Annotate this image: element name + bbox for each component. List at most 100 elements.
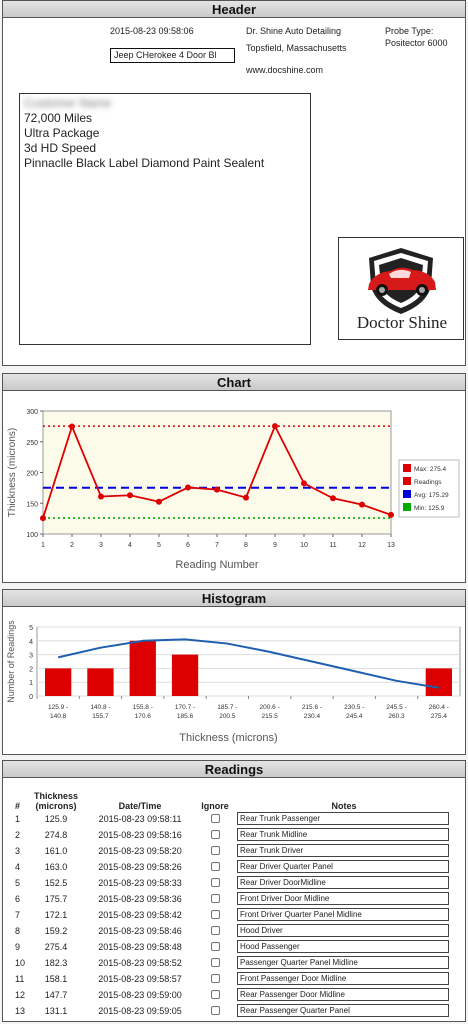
ignore-checkbox[interactable] — [210, 973, 220, 983]
reading-datetime: 2015-08-23 09:58:57 — [98, 974, 182, 984]
reading-number: 1 — [15, 814, 21, 824]
hist-x-tick-label: 215.6 - — [302, 704, 322, 711]
sealant: Pinnaclle Black Label Diamond Paint Seal… — [24, 156, 265, 170]
reading-thickness: 159.2 — [44, 926, 68, 936]
thickness-histogram: 0 1 2 3 4 5 125.9 - 140.8 140.8 - 155.7 155.8 - 170… — [6, 620, 461, 744]
histogram-bar — [171, 654, 199, 696]
package: Ultra Package — [24, 126, 100, 140]
reading-number: 7 — [15, 910, 21, 920]
reading-number: 4 — [15, 862, 21, 872]
note-input[interactable]: Hood Passenger — [237, 939, 450, 953]
legend-swatch — [403, 490, 411, 498]
hist-x-tick-label: 125.9 - — [48, 704, 68, 711]
reading-point — [214, 486, 220, 493]
hist-x-tick-label: 200.6 - — [260, 704, 280, 711]
y-axis-label: Thickness (microns) — [7, 428, 18, 517]
note-input[interactable]: Front Passenger Door Midline — [237, 971, 450, 985]
reading-datetime: 2015-08-23 09:58:52 — [98, 958, 182, 968]
reading-number: 2 — [15, 830, 21, 840]
reading-thickness: 152.5 — [44, 878, 68, 888]
reading-number: 5 — [15, 878, 21, 888]
reading-number: 11 — [15, 974, 25, 984]
note-input[interactable]: Rear Driver DoorMidline — [237, 875, 450, 889]
note-input[interactable]: Front Driver Quarter Panel Midline — [237, 907, 450, 921]
ignore-checkbox[interactable] — [210, 877, 220, 887]
reading-thickness: 182.3 — [44, 958, 68, 968]
ignore-checkbox[interactable] — [210, 909, 220, 919]
reading-thickness: 175.7 — [44, 894, 68, 904]
vehicle-input[interactable]: Jeep CHerokee 4 Door Bl — [110, 48, 235, 63]
chart-title: Chart — [3, 374, 465, 391]
table-row: 13 131.1 2015-08-23 09:59:05 Rear Passenger… — [13, 1003, 453, 1019]
legend-entry: Min: 125.9 — [414, 505, 445, 512]
ignore-checkbox[interactable] — [210, 893, 220, 903]
x-tick-label: 5 — [157, 542, 161, 549]
ignore-checkbox[interactable] — [210, 989, 220, 999]
ignore-checkbox[interactable] — [210, 1005, 220, 1015]
note-input[interactable]: Rear Passenger Quarter Panel — [237, 1003, 450, 1017]
note-input[interactable]: Rear Passenger Door Midline — [237, 987, 450, 1001]
mileage: 72,000 Miles — [24, 111, 93, 125]
note-input[interactable]: Rear Trunk Driver — [237, 843, 450, 857]
table-row: 3 161.0 2015-08-23 09:58:20 Rear Trunk Driv… — [13, 843, 453, 859]
x-tick-label: 6 — [186, 542, 190, 549]
reading-point — [243, 494, 249, 501]
ignore-checkbox[interactable] — [210, 813, 220, 823]
x-tick-label: 3 — [99, 542, 103, 549]
reading-datetime: 2015-08-23 09:58:11 — [98, 814, 182, 824]
note-input[interactable]: Rear Driver Quarter Panel — [237, 859, 450, 873]
note-input[interactable]: Rear Trunk Midline — [237, 827, 450, 841]
table-row: 4 163.0 2015-08-23 09:58:26 Rear Driver Qua… — [13, 859, 453, 875]
reading-point — [388, 511, 394, 518]
hist-x-tick-label: 170.7 - — [175, 704, 195, 711]
reading-datetime: 2015-08-23 09:58:48 — [98, 942, 182, 952]
col-ignore: Ignore — [201, 801, 229, 811]
reading-number: 9 — [15, 942, 21, 952]
legend-entry: Readings — [414, 479, 442, 486]
legend-swatch — [403, 464, 411, 472]
readings-title: Readings — [3, 761, 465, 778]
y-tick-label: 150 — [26, 501, 38, 508]
x-tick-label: 8 — [244, 542, 248, 549]
reading-thickness: 131.1 — [44, 1006, 68, 1016]
histogram-panel: Histogram 0 1 2 3 4 5 125.9 - 140.8 140.8 - 155.7… — [2, 589, 466, 755]
header-panel: Header 2015-08-23 09:58:06 Jeep CHerokee… — [2, 0, 466, 366]
logo-shield-icon — [368, 248, 436, 314]
reading-thickness: 172.1 — [44, 910, 68, 920]
reading-thickness: 125.9 — [44, 814, 68, 824]
note-input[interactable]: Front Driver Door Midline — [237, 891, 450, 905]
x-tick-label: 11 — [329, 542, 336, 549]
probe-type-label: Probe Type: — [385, 26, 434, 36]
hist-x-tick-label: 170.6 — [135, 713, 152, 720]
ignore-checkbox[interactable] — [210, 925, 220, 935]
hist-x-tick-label: 230.4 — [304, 713, 321, 720]
ignore-checkbox[interactable] — [210, 941, 220, 951]
reading-number: 10 — [15, 958, 26, 968]
reading-number: 13 — [15, 1006, 26, 1016]
note-input[interactable]: Hood Driver — [237, 923, 450, 937]
table-row: 10 182.3 2015-08-23 09:58:52 Passenger Quar… — [13, 955, 453, 971]
histogram-bar — [425, 668, 452, 696]
reading-thickness: 274.8 — [44, 830, 68, 840]
reading-number: 8 — [15, 926, 21, 936]
header-title: Header — [3, 1, 465, 18]
ignore-checkbox[interactable] — [210, 861, 220, 871]
note-input[interactable]: Passenger Quarter Panel Midline — [237, 955, 450, 969]
hist-y-tick-label: 2 — [29, 666, 33, 673]
distribution-curve — [57, 638, 440, 689]
reading-point — [330, 495, 336, 502]
business-website[interactable]: www.docshine.com — [246, 65, 324, 75]
reading-thickness: 158.1 — [44, 974, 68, 984]
note-input[interactable]: Rear Trunk Passenger — [237, 811, 450, 825]
readings-table: # Thickness (microns) Date/Time Ignore N… — [13, 791, 453, 1019]
reading-datetime: 2015-08-23 09:58:20 — [98, 846, 182, 856]
col-notes: Notes — [331, 801, 357, 811]
ignore-checkbox[interactable] — [210, 845, 220, 855]
table-row: 12 147.7 2015-08-23 09:59:00 Rear Passenger… — [13, 987, 453, 1003]
x-tick-label: 1 — [41, 542, 45, 549]
reading-datetime: 2015-08-23 09:58:16 — [98, 830, 182, 840]
ignore-checkbox[interactable] — [210, 957, 220, 967]
ignore-checkbox[interactable] — [210, 829, 220, 839]
business-location: Topsfield, Massachusetts — [246, 43, 347, 53]
